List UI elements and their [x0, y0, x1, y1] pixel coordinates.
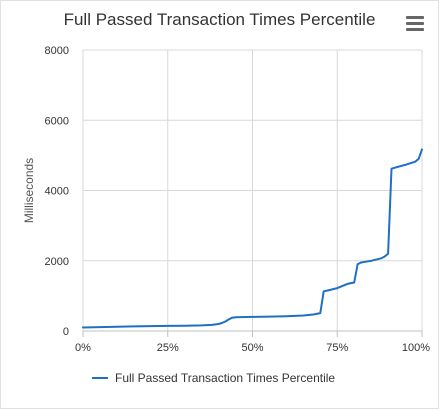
- x-tick-label: 0%: [75, 342, 91, 354]
- series-line: [82, 148, 423, 329]
- x-tick-label: 25%: [157, 342, 179, 354]
- legend-label: Full Passed Transaction Times Percentile: [115, 371, 335, 385]
- chart-title: Full Passed Transaction Times Percentile: [63, 10, 376, 29]
- menu-bar: [406, 28, 424, 31]
- x-tick-label: 75%: [326, 342, 348, 354]
- y-tick-label: 0: [63, 326, 69, 338]
- y-tick-label: 6000: [45, 115, 69, 127]
- y-tick-label: 2000: [45, 256, 69, 268]
- y-axis-title: Milliseconds: [22, 158, 36, 223]
- menu-bar: [406, 22, 424, 25]
- hamburger-menu-icon[interactable]: [405, 14, 425, 32]
- x-tick-label: 100%: [402, 342, 430, 354]
- y-tick-label: 4000: [45, 186, 69, 198]
- menu-bar: [406, 16, 424, 19]
- y-tick-label: 8000: [45, 45, 69, 57]
- x-tick-label: 50%: [241, 342, 263, 354]
